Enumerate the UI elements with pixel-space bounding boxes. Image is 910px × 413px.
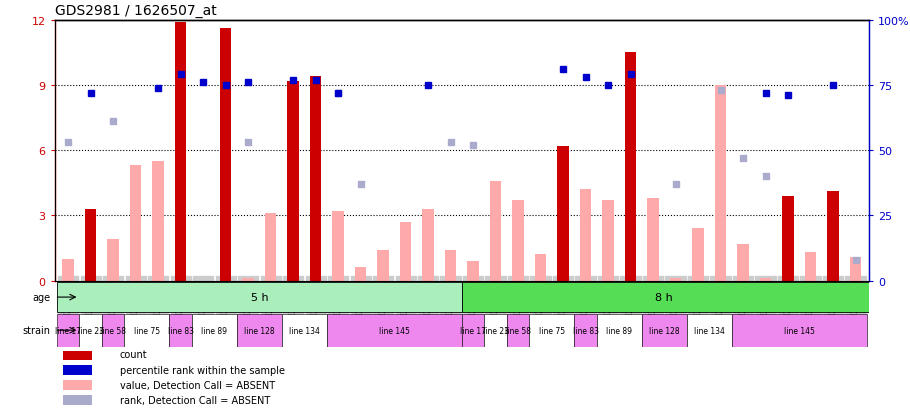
Bar	[422, 209, 434, 281]
Text: line 134: line 134	[288, 326, 319, 335]
Bar	[693, 229, 703, 281]
Bar	[220, 29, 231, 281]
Bar	[192, 314, 237, 347]
Bar	[327, 314, 461, 347]
Bar	[56, 282, 461, 312]
Bar	[468, 261, 479, 281]
Bar	[237, 314, 282, 347]
Bar	[715, 86, 726, 281]
Bar	[461, 282, 869, 312]
Bar	[507, 314, 530, 347]
Bar	[805, 253, 816, 281]
Bar	[169, 314, 192, 347]
Bar	[625, 53, 636, 281]
Text: GDS2981 / 1626507_at: GDS2981 / 1626507_at	[55, 4, 217, 18]
Bar	[642, 314, 687, 347]
Bar	[445, 250, 456, 281]
Text: line 23: line 23	[482, 326, 509, 335]
Bar	[850, 257, 861, 281]
Text: line 58: line 58	[505, 326, 531, 335]
Text: line 145: line 145	[379, 326, 410, 335]
Text: age: age	[32, 292, 50, 302]
Text: line 128: line 128	[649, 326, 680, 335]
Bar	[63, 395, 92, 406]
Bar	[63, 259, 74, 281]
Bar	[56, 314, 79, 347]
Text: line 17: line 17	[460, 326, 486, 335]
Text: line 17: line 17	[56, 326, 81, 335]
Bar	[687, 314, 732, 347]
Bar	[242, 279, 254, 281]
Bar	[732, 314, 867, 347]
Bar	[63, 349, 92, 360]
Bar	[490, 181, 501, 281]
Text: line 145: line 145	[784, 326, 814, 335]
Bar	[310, 77, 321, 281]
Bar	[79, 314, 102, 347]
Text: line 75: line 75	[134, 326, 160, 335]
Text: count: count	[120, 349, 147, 359]
Bar	[400, 222, 411, 281]
Text: line 89: line 89	[606, 326, 632, 335]
Bar	[602, 201, 613, 281]
Bar	[461, 314, 484, 347]
Bar	[332, 211, 344, 281]
Text: value, Detection Call = ABSENT: value, Detection Call = ABSENT	[120, 380, 275, 390]
Bar	[580, 190, 592, 281]
Bar	[175, 23, 187, 281]
Bar	[85, 209, 96, 281]
Text: line 58: line 58	[100, 326, 126, 335]
Bar	[760, 279, 771, 281]
Bar	[282, 314, 327, 347]
Bar	[355, 268, 366, 281]
Bar	[512, 201, 523, 281]
Bar	[130, 166, 141, 281]
Bar	[574, 314, 597, 347]
Bar	[265, 214, 277, 281]
Text: line 134: line 134	[693, 326, 724, 335]
Text: line 23: line 23	[77, 326, 104, 335]
Bar	[737, 244, 749, 281]
Bar	[827, 192, 839, 281]
Bar	[378, 250, 389, 281]
Bar	[125, 314, 169, 347]
Bar	[558, 147, 569, 281]
Text: strain: strain	[22, 325, 50, 335]
Text: line 75: line 75	[539, 326, 565, 335]
Bar	[670, 279, 682, 281]
Bar	[153, 161, 164, 281]
Bar	[102, 314, 125, 347]
Bar	[530, 314, 574, 347]
Bar	[63, 380, 92, 390]
Text: 8 h: 8 h	[655, 292, 673, 302]
Text: line 83: line 83	[167, 326, 194, 335]
Bar	[597, 314, 642, 347]
Bar	[647, 198, 659, 281]
Text: percentile rank within the sample: percentile rank within the sample	[120, 365, 285, 375]
Bar	[535, 255, 546, 281]
Bar	[783, 196, 794, 281]
Bar	[288, 81, 298, 281]
Text: 5 h: 5 h	[250, 292, 268, 302]
Bar	[63, 365, 92, 375]
Text: rank, Detection Call = ABSENT: rank, Detection Call = ABSENT	[120, 395, 270, 405]
Bar	[484, 314, 507, 347]
Bar	[107, 240, 118, 281]
Text: line 89: line 89	[201, 326, 228, 335]
Text: line 128: line 128	[244, 326, 275, 335]
Text: line 83: line 83	[572, 326, 599, 335]
